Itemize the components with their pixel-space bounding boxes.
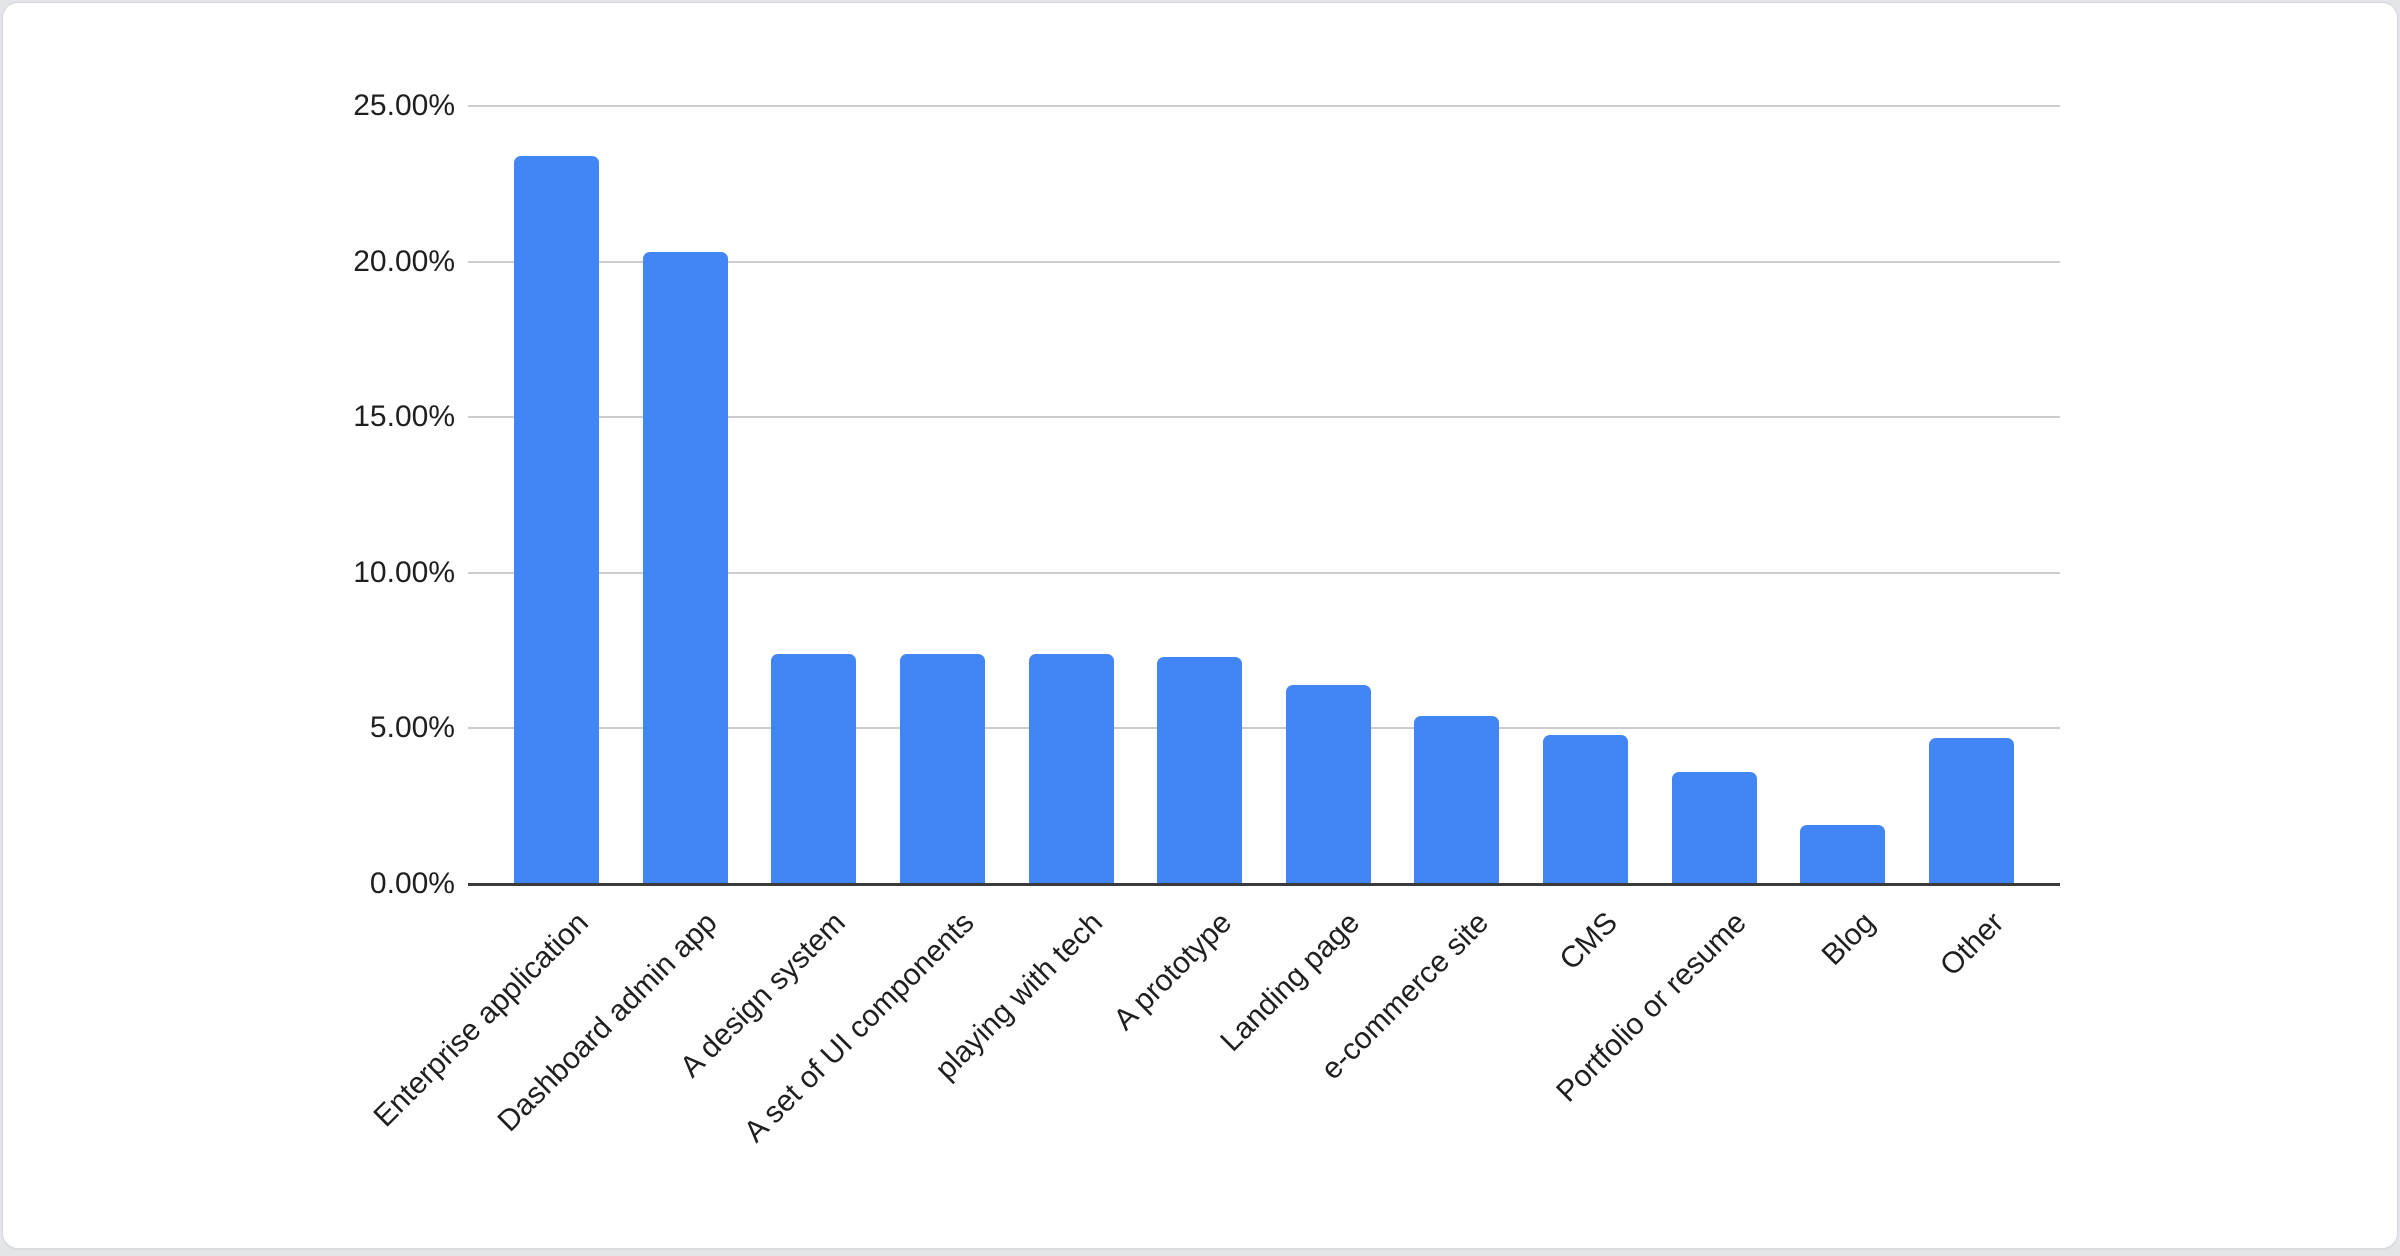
y-axis-tick-label: 20.00% bbox=[353, 244, 455, 278]
gridline bbox=[468, 260, 2060, 263]
gridline bbox=[468, 571, 2060, 574]
bar-playing-with-tech bbox=[1028, 653, 1114, 884]
x-axis-category-label: Other bbox=[1933, 906, 2010, 983]
x-axis-category-label: A set of UI components bbox=[738, 906, 981, 1149]
x-axis-category-label: Dashboard admin app bbox=[491, 906, 724, 1139]
y-axis-tick-label: 10.00% bbox=[353, 555, 455, 589]
x-axis-category-label: CMS bbox=[1553, 906, 1624, 977]
bar-portfolio-or-resume bbox=[1671, 771, 1757, 884]
bar-landing-page bbox=[1285, 684, 1371, 884]
gridline bbox=[468, 416, 2060, 419]
bar-a-prototype bbox=[1157, 656, 1243, 884]
y-axis-tick-label: 0.00% bbox=[369, 867, 455, 900]
x-axis-category-label: A prototype bbox=[1107, 906, 1239, 1037]
y-axis-tick-label: 25.00% bbox=[353, 89, 455, 122]
bar-blog bbox=[1800, 824, 1886, 884]
gridline bbox=[468, 105, 2060, 107]
bar-a-set-of-ui-components bbox=[899, 653, 985, 884]
y-axis-tick-label: 5.00% bbox=[369, 711, 455, 745]
x-axis-category-label: Blog bbox=[1815, 906, 1882, 972]
bar-dashboard-admin-app bbox=[642, 252, 728, 884]
gridline bbox=[468, 727, 2060, 730]
bar-cms bbox=[1543, 734, 1629, 884]
bar-a-design-system bbox=[771, 653, 857, 884]
bar-e-commerce-site bbox=[1414, 715, 1500, 884]
x-axis-category-label: Enterprise application bbox=[367, 906, 595, 1134]
y-axis-tick-label: 15.00% bbox=[353, 400, 455, 434]
bar-enterprise-application bbox=[514, 155, 599, 884]
x-axis-baseline bbox=[468, 883, 2060, 886]
bar-other bbox=[1929, 737, 2015, 884]
